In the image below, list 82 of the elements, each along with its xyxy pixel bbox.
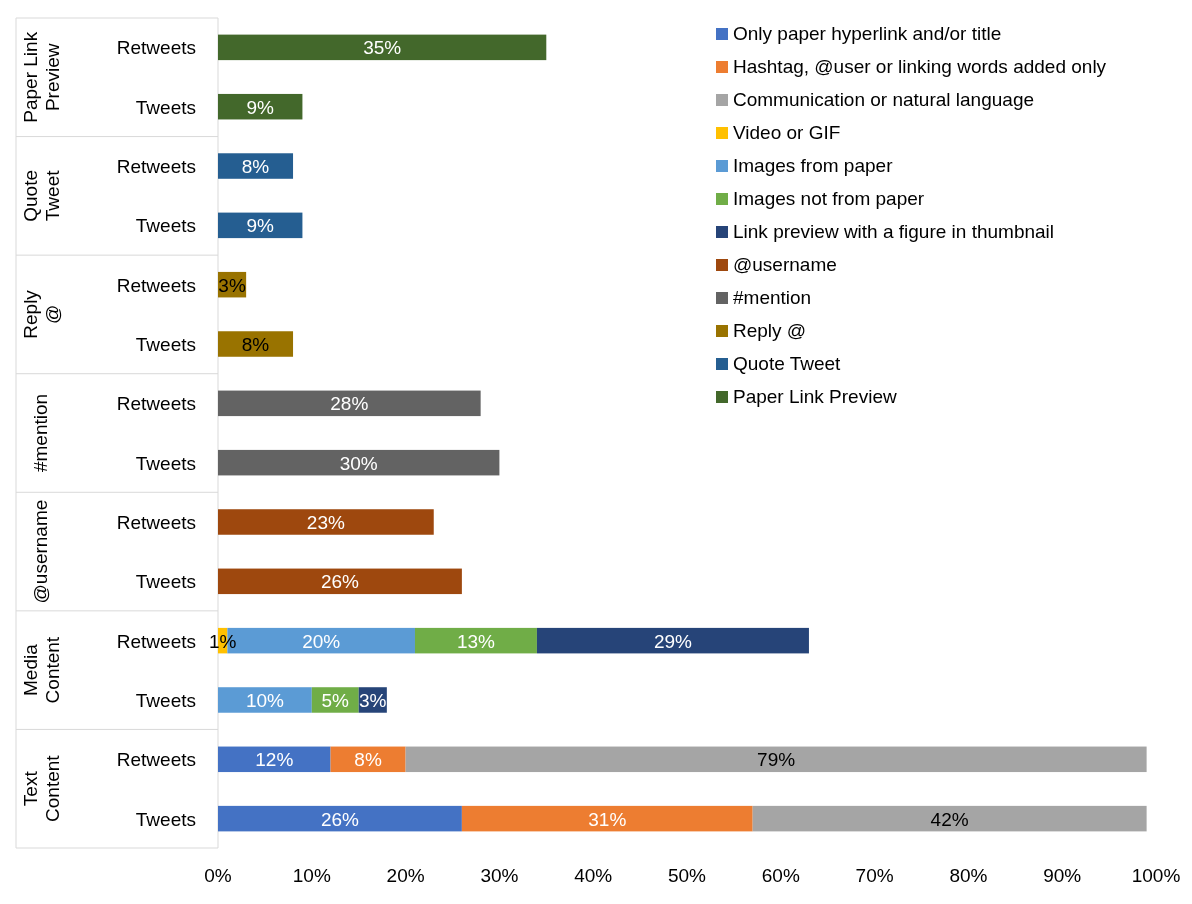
legend-label: Images not from paper (733, 188, 925, 209)
data-label: 79% (757, 749, 796, 771)
x-tick-label: 40% (574, 865, 613, 886)
legend-label: @username (733, 254, 837, 275)
data-label: 9% (246, 96, 275, 118)
legend-label: Paper Link Preview (733, 386, 897, 407)
data-label: 31% (588, 808, 627, 830)
data-label: 1% (208, 630, 237, 652)
text: @username (30, 499, 51, 604)
legend-label: #mention (733, 287, 812, 308)
bar (218, 687, 312, 713)
y-tick-label: Tweets (135, 96, 196, 118)
data-label: 8% (354, 749, 382, 771)
legend-label: Quote Tweet (733, 353, 842, 374)
text: Quote Tweet (20, 169, 63, 222)
x-tick-label: 100% (1131, 865, 1181, 886)
data-label: 28% (330, 393, 369, 415)
data-label: 12% (255, 749, 294, 771)
y-tick-label: Retweets (116, 749, 196, 771)
data-label: 8% (241, 334, 270, 356)
x-tick-label: 60% (761, 865, 800, 886)
text: #mention (30, 393, 51, 473)
bar (405, 746, 1147, 773)
data-label: 8% (241, 156, 270, 178)
bar (218, 449, 500, 476)
x-tick-label: 0% (204, 865, 232, 886)
x-tick-label: 20% (386, 865, 425, 886)
bar (218, 568, 462, 595)
data-label: 35% (363, 37, 402, 59)
bar (414, 627, 537, 654)
y-tick-label: Retweets (116, 37, 196, 59)
y-tick-label: Retweets (116, 274, 196, 296)
bar (461, 805, 753, 832)
legend-label: Communication or natural language (733, 89, 1035, 110)
legend-label: Video or GIF (733, 122, 841, 143)
y-tick-label: Retweets (116, 630, 196, 652)
data-label: 26% (320, 808, 360, 830)
data-label: 9% (246, 215, 275, 237)
bar (218, 331, 294, 357)
y-tick-label: Tweets (135, 571, 196, 593)
bar (218, 34, 547, 61)
data-label: 3% (218, 274, 246, 296)
text: Paper Link Preview (20, 31, 63, 123)
bar (536, 627, 809, 654)
x-tick-label: 80% (949, 865, 988, 886)
data-label: 5% (321, 689, 350, 711)
data-label: 13% (456, 630, 496, 652)
x-tick-label: 50% (667, 865, 707, 886)
text: Media Content (20, 636, 63, 704)
data-label: 26% (320, 571, 360, 593)
x-tick-label: 70% (855, 865, 894, 886)
y-tick-label: Retweets (116, 156, 196, 178)
bar (218, 390, 481, 417)
legend-label: Hashtag, @user or linking words added only (733, 56, 1107, 77)
data-label: 30% (339, 452, 378, 474)
bar (218, 509, 434, 535)
text: Reply @ (20, 289, 63, 339)
y-tick-label: Tweets (135, 689, 196, 711)
bar (218, 153, 294, 179)
data-label: 10% (245, 689, 285, 711)
y-tick-label: Retweets (116, 511, 196, 533)
data-label: 3% (359, 689, 387, 711)
data-label: 20% (302, 630, 341, 652)
x-tick-label: 90% (1043, 865, 1082, 886)
legend-label: Reply @ (733, 320, 807, 341)
bar (218, 805, 462, 832)
bar (218, 746, 331, 773)
y-tick-label: Tweets (135, 334, 196, 356)
y-tick-label: Tweets (135, 808, 196, 830)
y-tick-label: Retweets (116, 393, 196, 415)
text: Text Content (20, 754, 63, 822)
data-label: 23% (306, 511, 345, 533)
legend-label: Images from paper (733, 155, 894, 176)
bar (752, 805, 1147, 832)
legend-label: Only paper hyperlink and/or title (733, 23, 1002, 44)
y-tick-label: Tweets (135, 215, 196, 237)
y-tick-label: Tweets (135, 452, 196, 474)
data-label: 42% (930, 808, 969, 830)
data-label: 29% (653, 630, 693, 652)
legend-label: Link preview with a figure in thumbnail (733, 221, 1055, 242)
x-tick-label: 10% (292, 865, 331, 886)
x-tick-label: 30% (480, 865, 519, 886)
